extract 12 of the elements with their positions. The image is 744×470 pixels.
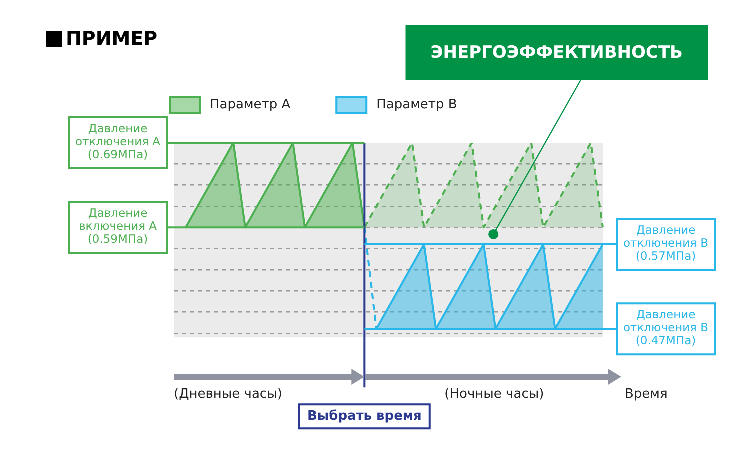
- ref-line-label: Давление включения A (0.59МПа): [78, 206, 158, 246]
- x-axis-title: Время: [625, 386, 668, 402]
- ref-line-label: Давление отключения B (0.57МПа): [623, 223, 709, 264]
- text: Выбрать время: [307, 408, 422, 424]
- text: (Дневные часы): [174, 386, 282, 402]
- text: ЭНЕРГОЭФФЕКТИВНОСТЬ: [430, 42, 684, 63]
- legend-label: Параметр A: [210, 97, 291, 112]
- legend-label: Параметр B: [376, 97, 458, 112]
- chart-title: ПРИМЕР: [66, 28, 158, 50]
- text: (Ночные часы): [444, 386, 544, 402]
- ref-line-label: Давление отключения B (0.47МПа): [623, 308, 709, 348]
- ref-line-label: Давление отключения A (0.69МПа): [75, 121, 161, 162]
